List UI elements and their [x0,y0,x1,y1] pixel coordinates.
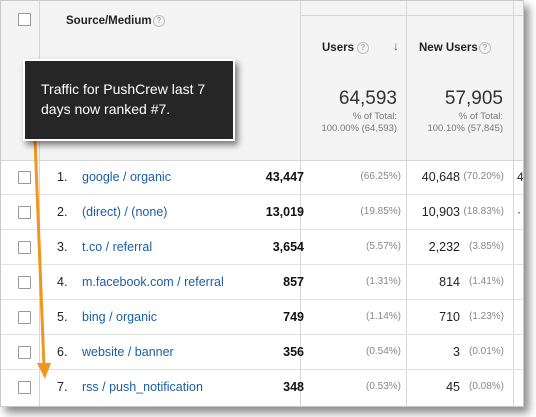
new-users-value: 45 [446,380,460,394]
new-users-value: 710 [439,310,460,324]
users-value: 348 [283,380,304,394]
users-value: 3,654 [272,240,304,254]
source-link[interactable]: bing / organic [82,310,158,324]
table-row: 5. bing / organic 749 (1.14%) 710 (1.23%… [1,300,523,335]
column-divider [406,1,407,406]
users-percent: (0.53%) [365,381,401,392]
source-link[interactable]: m.facebook.com / referral [82,275,224,289]
table-row: 6. website / banner 356 (0.54%) 3 (0.01%… [1,335,523,370]
callout-text: Traffic for PushCrew last 7 days now ran… [41,81,206,117]
row-checkbox[interactable] [18,206,31,219]
report-table: Source/Medium ? Users ? ↓ New Users ? 64… [0,0,524,407]
row-checkbox[interactable] [18,276,31,289]
source-link[interactable]: website / banner [82,345,174,359]
table-row: 7. rss / push_notification 348 (0.53%) 4… [1,370,523,404]
source-link[interactable]: rss / push_notification [82,380,203,394]
new-users-total-pct: 100.10% (57,845) [427,123,503,134]
new-users-percent: (18.83%) [463,206,504,217]
table-row: 4. m.facebook.com / referral 857 (1.31%)… [1,265,523,300]
users-header[interactable]: Users [322,42,354,54]
users-total-value: 64,593 [338,88,397,109]
users-percent: (19.85%) [360,206,401,217]
row-checkbox[interactable] [18,381,31,394]
users-help-icon[interactable]: ? [357,42,369,54]
users-percent: (0.54%) [365,346,401,357]
source-link[interactable]: (direct) / (none) [82,205,168,219]
table-row: 1. google / organic 43,447 (66.25%) 40,6… [1,160,523,195]
new-users-header[interactable]: New Users [419,42,478,54]
users-percent: (1.14%) [365,311,401,322]
users-percent: (5.57%) [365,241,401,252]
users-percent: (1.31%) [365,276,401,287]
users-value: 356 [283,345,304,359]
new-users-help-icon[interactable]: ? [479,42,491,54]
new-users-total-label: % of Total: [458,111,503,122]
clipped-column-value: 4 [517,170,524,184]
new-users-total-value: 57,905 [444,88,503,109]
row-number: 1. [57,170,68,184]
arrow-shaft [33,138,46,368]
row-number: 3. [57,240,68,254]
column-divider [513,1,514,406]
row-checkbox[interactable] [18,346,31,359]
table-row: 2. (direct) / (none) 13,019 (19.85%) 10,… [1,195,523,230]
annotation-callout: Traffic for PushCrew last 7 days now ran… [23,59,235,141]
clipped-column-value: · [517,205,521,219]
column-divider [39,1,40,406]
row-checkbox[interactable] [18,311,31,324]
users-value: 13,019 [265,205,304,219]
row-number: 5. [57,310,68,324]
annotation-arrow [33,138,51,379]
new-users-percent: (1.23%) [468,311,504,322]
row-number: 7. [57,380,68,394]
new-users-value: 3 [453,345,460,359]
users-total-label: % of Total: [352,111,397,122]
column-divider [300,1,301,406]
new-users-value: 2,232 [428,240,460,254]
users-total-pct: 100.00% (64,593) [321,123,397,134]
new-users-value: 814 [439,275,460,289]
source-link[interactable]: t.co / referral [82,240,153,254]
users-value: 749 [283,310,304,324]
row-number: 6. [57,345,68,359]
new-users-percent: (70.20%) [463,171,504,182]
select-all-checkbox[interactable] [18,13,31,26]
row-checkbox[interactable] [18,241,31,254]
new-users-value: 40,648 [421,170,460,184]
users-value: 857 [283,275,304,289]
arrow-head-icon [37,363,51,379]
new-users-percent: (0.08%) [468,381,504,392]
sort-descending-icon[interactable]: ↓ [393,39,399,53]
new-users-percent: (0.01%) [468,346,504,357]
row-number: 2. [57,205,68,219]
users-value: 43,447 [265,170,304,184]
source-medium-header[interactable]: Source/Medium [66,15,152,27]
row-checkbox[interactable] [18,171,31,184]
new-users-value: 10,903 [421,205,460,219]
source-medium-help-icon[interactable]: ? [153,15,165,27]
row-number: 4. [57,275,68,289]
users-percent: (66.25%) [360,171,401,182]
header-group-divider [300,15,523,16]
source-link[interactable]: google / organic [82,170,171,184]
table-row: 3. t.co / referral 3,654 (5.57%) 2,232 (… [1,230,523,265]
new-users-percent: (1.41%) [468,276,504,287]
new-users-percent: (3.85%) [468,241,504,252]
